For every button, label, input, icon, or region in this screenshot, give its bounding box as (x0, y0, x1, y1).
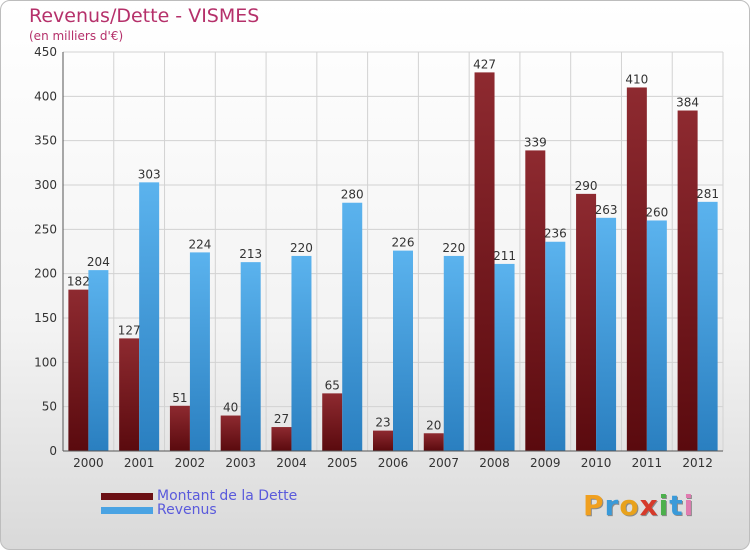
x-tick-label: 2005 (327, 456, 358, 470)
data-label: 220 (442, 241, 465, 255)
x-tick-label: 2010 (581, 456, 612, 470)
logo-letter: i (683, 489, 695, 522)
logo-letter: x (639, 489, 659, 522)
data-label: 260 (645, 205, 668, 219)
axis-layer: 0 50 100 150 200 250 300 350 400 450 2000 2001 2002 2… (34, 45, 723, 470)
legend-label-revenus: Revenus (157, 502, 217, 518)
data-label: 40 (223, 401, 238, 415)
y-tick-label: 0 (49, 444, 57, 458)
data-label: 226 (392, 236, 415, 250)
logo-letter: P (583, 489, 605, 522)
data-label: 213 (239, 247, 262, 261)
x-tick-label: 2002 (175, 456, 206, 470)
bar-dette (373, 430, 393, 451)
bar-revenus (646, 220, 667, 451)
x-tick-label: 2008 (479, 456, 510, 470)
data-label: 23 (375, 416, 390, 430)
data-label: 65 (325, 378, 340, 392)
y-tick-label: 300 (34, 178, 57, 192)
bar-dette (626, 87, 647, 451)
bar-dette (119, 338, 140, 451)
x-tick-label: 2004 (276, 456, 307, 470)
data-label: 236 (544, 227, 567, 241)
bar-revenus (189, 252, 210, 451)
y-tick-label: 200 (34, 267, 57, 281)
legend-item-dette: Montant de la Dette (101, 488, 297, 504)
data-label: 27 (274, 412, 289, 426)
data-label: 51 (172, 391, 187, 405)
bar-revenus (139, 182, 160, 451)
bar-revenus (393, 250, 413, 451)
x-tick-label: 2007 (428, 456, 459, 470)
y-tick-label: 150 (34, 311, 57, 325)
x-tick-label: 2011 (632, 456, 663, 470)
data-label: 204 (87, 255, 110, 269)
bar-dette (474, 72, 495, 451)
y-tick-label: 350 (34, 134, 57, 148)
bars-layer (68, 72, 718, 452)
bar-dette (271, 427, 292, 451)
bar-revenus (291, 255, 312, 451)
bar-revenus (88, 270, 109, 451)
legend-item-revenus: Revenus (101, 502, 217, 518)
data-label: 410 (625, 72, 648, 86)
logo-letter: r (604, 489, 620, 522)
data-label: 290 (575, 179, 598, 193)
data-label: 220 (290, 241, 313, 255)
bar-dette (677, 110, 698, 452)
bar-revenus (596, 217, 617, 451)
x-tick-label: 2009 (530, 456, 561, 470)
data-label: 127 (118, 323, 141, 337)
bar-revenus (443, 255, 464, 451)
y-tick-label: 50 (42, 400, 57, 414)
x-tick-label: 2012 (682, 456, 713, 470)
bar-dette (423, 433, 444, 451)
logo-letter: o (619, 489, 640, 522)
data-label: 339 (524, 135, 547, 149)
bar-dette (525, 150, 546, 452)
bar-dette (220, 415, 241, 451)
bar-dette (68, 289, 89, 451)
chart-title: Revenus/Dette - VISMES (29, 5, 260, 27)
bar-dette (576, 193, 597, 451)
bar-dette (169, 405, 190, 451)
chart-subtitle: (en milliers d'€) (29, 29, 124, 43)
data-label: 281 (696, 187, 719, 201)
logo-letter: i (658, 489, 670, 522)
data-label: 182 (67, 275, 90, 289)
data-label: 384 (676, 96, 699, 110)
x-tick-label: 2001 (124, 456, 155, 470)
legend-swatch-dette (101, 492, 153, 500)
y-tick-label: 400 (34, 89, 57, 103)
data-label: 20 (426, 418, 441, 432)
x-tick-label: 2006 (378, 456, 409, 470)
bar-revenus (342, 202, 363, 451)
bar-revenus (697, 201, 718, 451)
data-label: 427 (473, 57, 496, 71)
legend-label-dette: Montant de la Dette (157, 488, 298, 504)
data-label: 263 (595, 203, 618, 217)
data-label: 211 (493, 249, 516, 263)
bar-revenus (545, 241, 566, 451)
bar-revenus (494, 263, 515, 451)
y-tick-label: 100 (34, 355, 57, 369)
logo-letter: t (669, 489, 684, 522)
labels-layer: 182 204 127 303 51 224 40 213 27 220 65 280 23 226 20 2… (67, 57, 719, 432)
data-label: 303 (138, 167, 161, 181)
x-tick-label: 2003 (225, 456, 256, 470)
y-tick-label: 250 (34, 222, 57, 236)
data-label: 224 (188, 237, 211, 251)
proxiti-logo: Proxiti (583, 489, 694, 522)
x-tick-label: 2000 (73, 456, 104, 470)
legend-swatch-revenus (101, 506, 153, 514)
bar-revenus (240, 262, 261, 451)
data-label: 280 (341, 188, 364, 202)
bar-dette (322, 393, 343, 451)
y-tick-label: 450 (34, 45, 57, 59)
